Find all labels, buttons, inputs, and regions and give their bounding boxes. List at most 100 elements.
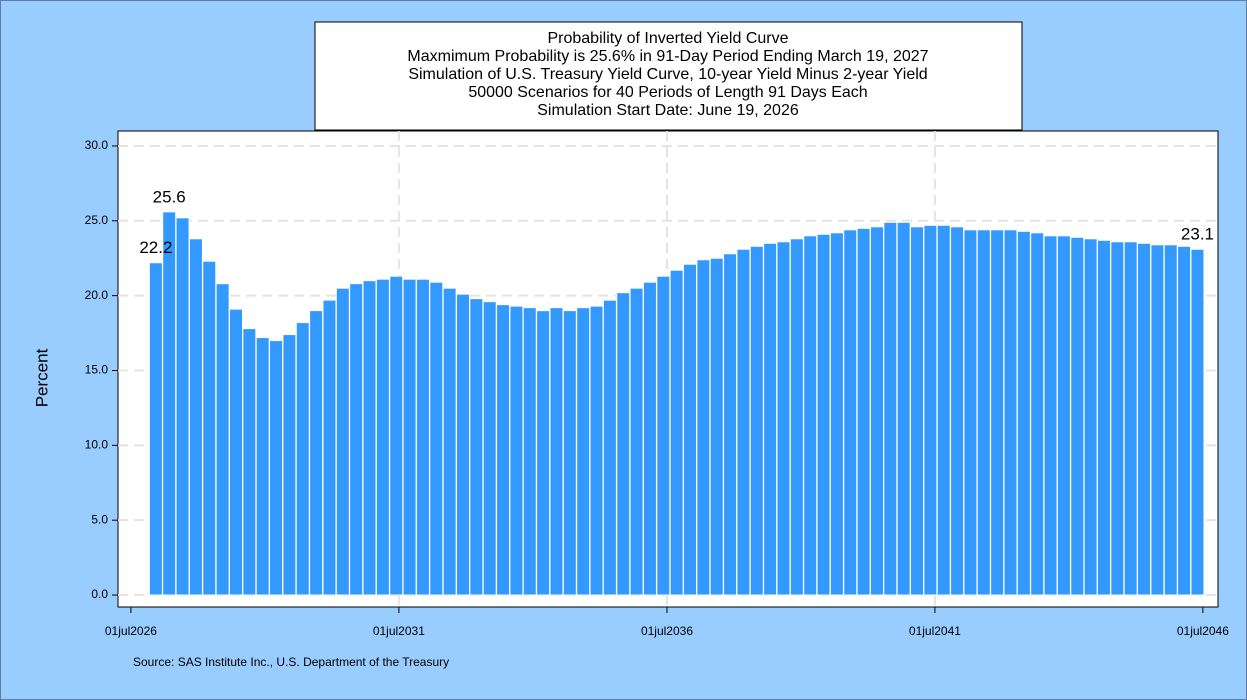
bar xyxy=(482,301,497,596)
bar xyxy=(536,310,551,596)
bar xyxy=(683,263,698,596)
bar xyxy=(269,340,284,596)
bar xyxy=(1043,235,1058,596)
data-label: 22.2 xyxy=(139,238,172,257)
x-tick-label: 01jul2031 xyxy=(373,624,425,638)
bar xyxy=(669,269,684,596)
bar xyxy=(856,227,871,596)
bar xyxy=(309,310,324,596)
bar xyxy=(349,283,364,596)
bar xyxy=(1123,241,1138,596)
bar xyxy=(869,226,884,596)
bar xyxy=(522,307,537,596)
chart-title: Probability of Inverted Yield Curve xyxy=(547,30,788,47)
chart-subtitle: 50000 Scenarios for 40 Periods of Length… xyxy=(468,84,867,101)
bar xyxy=(162,211,177,596)
y-tick-label: 25.0 xyxy=(85,213,109,227)
bar xyxy=(1096,239,1111,596)
bar xyxy=(148,262,163,596)
bar xyxy=(549,307,564,596)
x-tick-label: 01jul2041 xyxy=(909,624,961,638)
bar xyxy=(242,328,257,596)
bar xyxy=(736,248,751,596)
bar xyxy=(1137,242,1152,596)
y-tick-label: 0.0 xyxy=(91,587,108,601)
bar xyxy=(843,229,858,596)
bar xyxy=(576,307,591,596)
bar xyxy=(255,337,270,596)
bar xyxy=(295,322,310,596)
bar xyxy=(803,235,818,596)
bar xyxy=(656,275,671,596)
bar xyxy=(976,229,991,596)
y-tick-label: 15.0 xyxy=(85,363,109,377)
bar xyxy=(883,221,898,596)
y-tick-label: 30.0 xyxy=(85,138,109,152)
bar xyxy=(175,217,190,596)
bar xyxy=(1070,236,1085,596)
bar xyxy=(375,278,390,596)
bar xyxy=(923,224,938,596)
bar xyxy=(335,287,350,596)
bar xyxy=(936,224,951,596)
x-tick-label: 01jul2026 xyxy=(105,624,157,638)
bar xyxy=(589,305,604,596)
chart-subtitle: Maxmimum Probability is 25.6% in 91-Day … xyxy=(407,48,928,65)
data-label: 25.6 xyxy=(153,187,186,206)
y-tick-label: 5.0 xyxy=(91,512,108,526)
bar xyxy=(1150,244,1165,596)
bar xyxy=(602,299,617,596)
title-box xyxy=(314,21,1023,131)
bar xyxy=(1177,245,1192,596)
bar xyxy=(429,281,444,596)
bar xyxy=(1110,241,1125,596)
bar xyxy=(509,305,524,596)
bar xyxy=(1190,248,1205,596)
bar xyxy=(642,281,657,596)
y-tick-label: 10.0 xyxy=(85,438,109,452)
x-tick-label: 01jul2036 xyxy=(641,624,693,638)
bar xyxy=(562,310,577,596)
source-note: Source: SAS Institute Inc., U.S. Departm… xyxy=(133,655,449,669)
bar xyxy=(776,241,791,596)
bar xyxy=(629,287,644,596)
bar xyxy=(963,229,978,596)
bar xyxy=(389,275,404,596)
bar xyxy=(950,226,965,596)
bar xyxy=(723,253,738,596)
bar xyxy=(910,226,925,596)
bar xyxy=(1003,229,1018,596)
bar xyxy=(709,257,724,596)
x-tick-label: 01jul2046 xyxy=(1177,624,1229,638)
bar xyxy=(455,293,470,596)
y-tick-label: 20.0 xyxy=(85,288,109,302)
bar xyxy=(202,260,217,596)
bar xyxy=(816,233,831,596)
bar xyxy=(990,229,1005,596)
bar xyxy=(322,299,337,596)
bar xyxy=(415,278,430,596)
data-label: 23.1 xyxy=(1181,225,1214,244)
chart-subtitle: Simulation of U.S. Treasury Yield Curve,… xyxy=(408,66,927,83)
bar xyxy=(402,278,417,596)
bar xyxy=(696,259,711,596)
bar xyxy=(616,292,631,596)
y-axis-label: Percent xyxy=(32,348,51,407)
bar xyxy=(763,242,778,596)
bar xyxy=(188,238,203,596)
bar xyxy=(496,304,511,596)
bar xyxy=(228,308,243,596)
bar xyxy=(896,221,911,596)
bar xyxy=(749,245,764,596)
bar xyxy=(1016,230,1031,596)
bar xyxy=(1030,232,1045,596)
bar xyxy=(442,287,457,596)
bar xyxy=(1056,235,1071,596)
bar xyxy=(362,280,377,596)
bar xyxy=(215,283,230,596)
bar xyxy=(1083,238,1098,596)
chart-subtitle: Simulation Start Date: June 19, 2026 xyxy=(537,102,799,119)
bar xyxy=(1163,244,1178,596)
bar xyxy=(829,232,844,596)
